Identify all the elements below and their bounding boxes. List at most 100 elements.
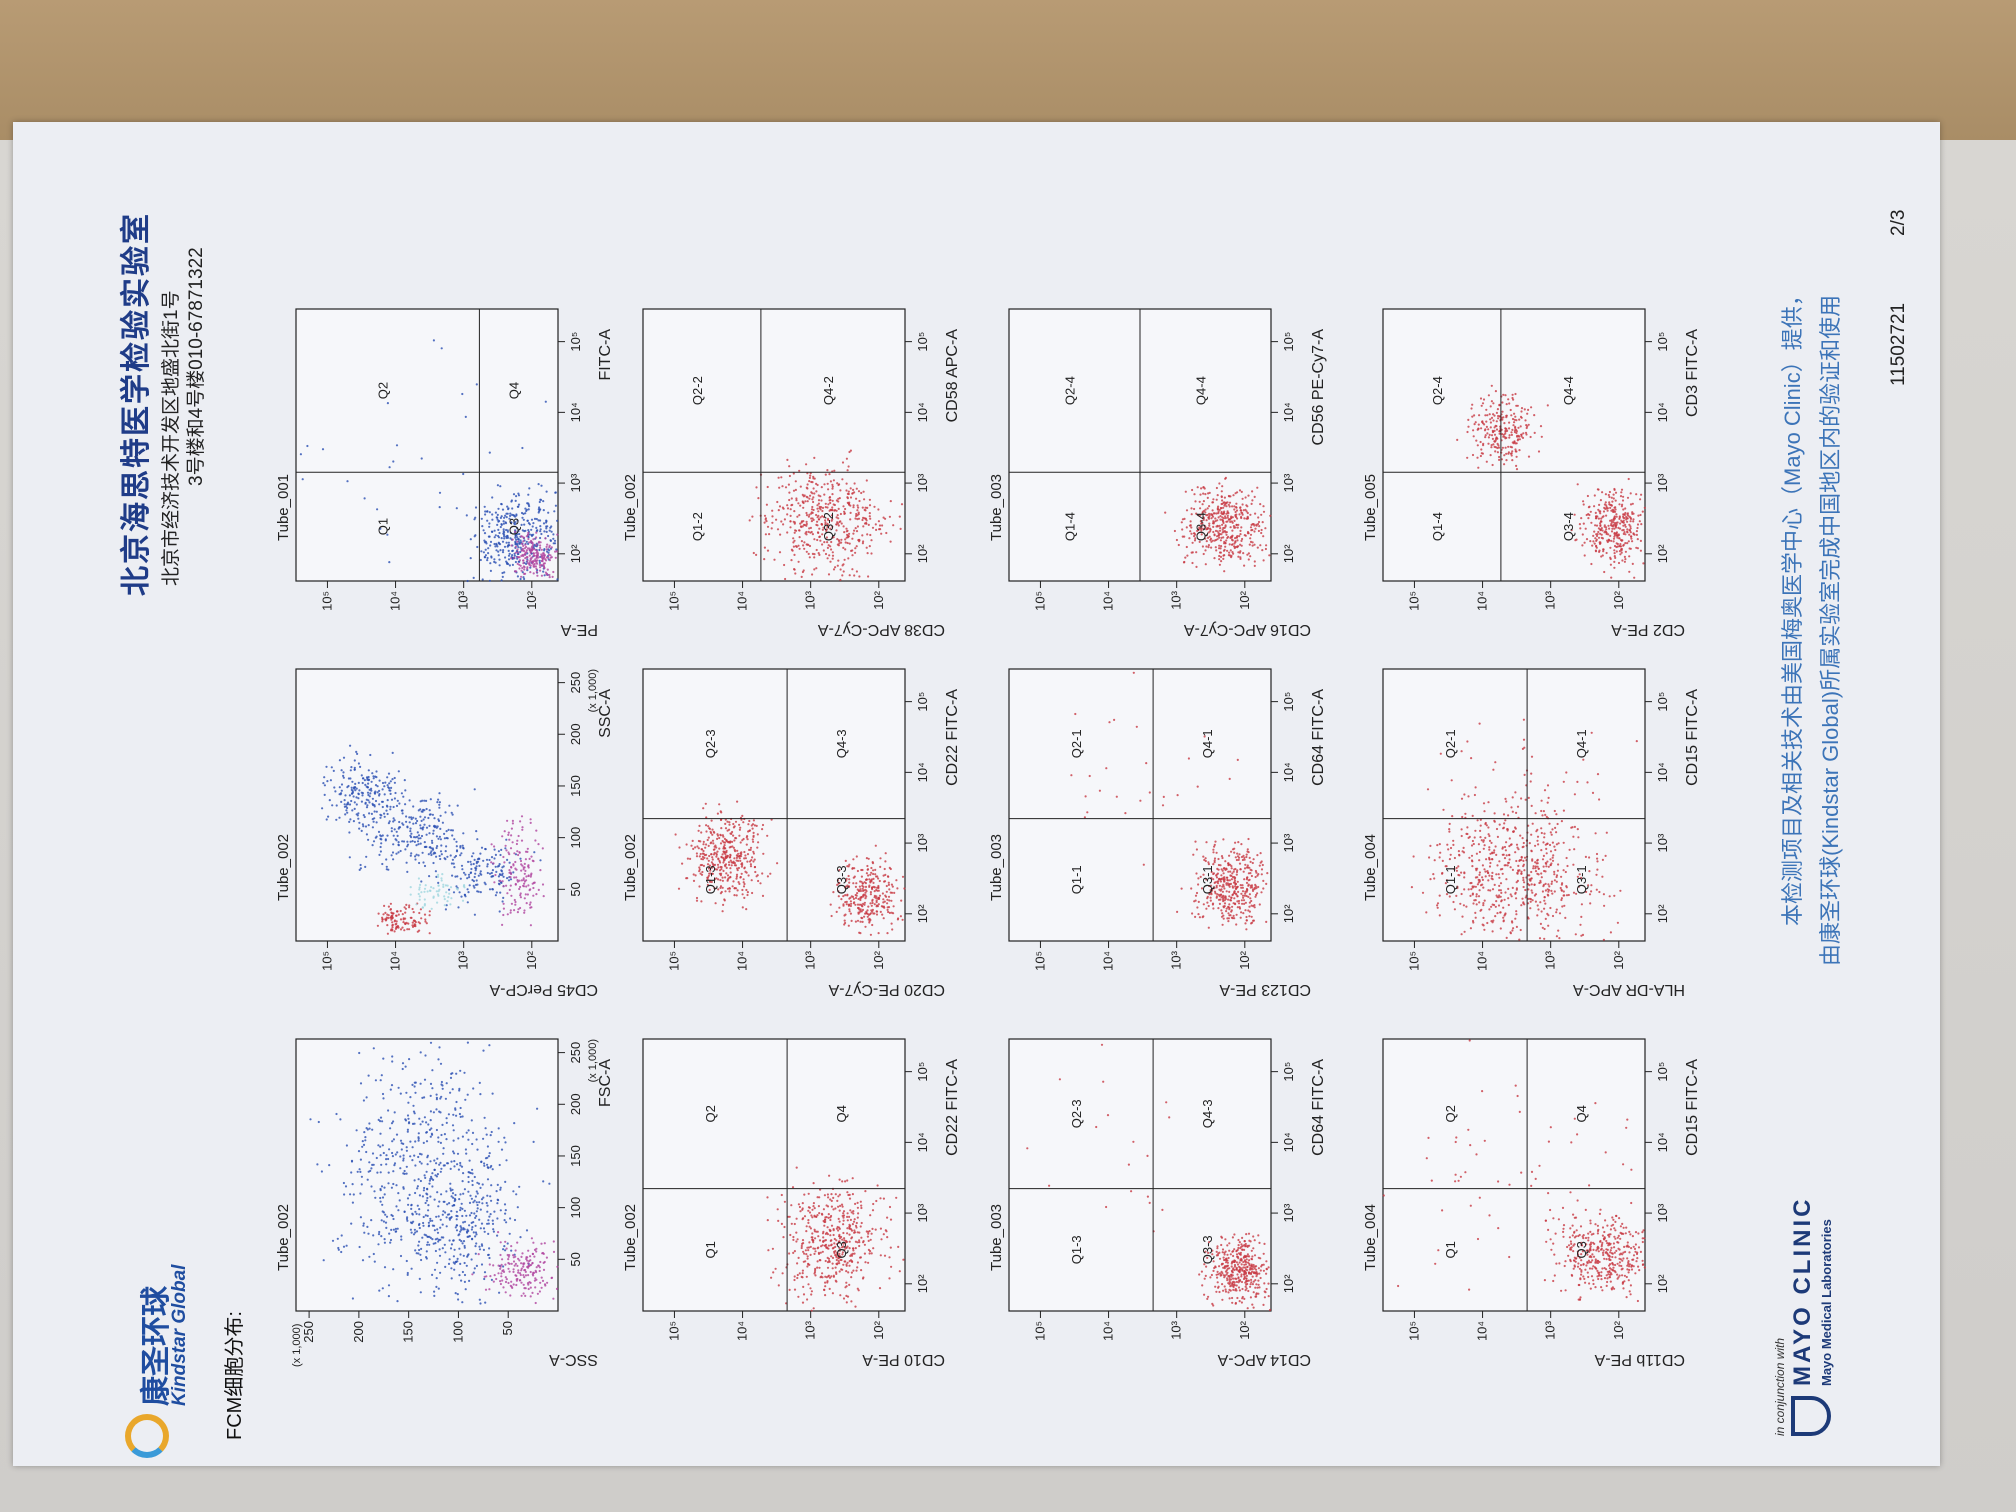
event-dot <box>846 1219 849 1222</box>
event-dot <box>435 1096 438 1099</box>
event-dot <box>835 910 838 913</box>
event-dot <box>792 1235 795 1239</box>
event-dot <box>463 886 466 889</box>
event-dot <box>869 890 872 894</box>
event-dot <box>351 809 354 812</box>
event-dot <box>723 847 726 850</box>
event-dot <box>842 1219 845 1222</box>
event-dot <box>1259 1276 1262 1280</box>
event-dot <box>721 910 724 913</box>
event-dot <box>504 1276 507 1279</box>
event-dot <box>1218 1265 1221 1268</box>
event-dot <box>330 766 333 769</box>
event-dot <box>393 1111 396 1114</box>
event-dot <box>813 456 816 459</box>
event-dot <box>847 535 850 538</box>
event-dot <box>485 858 489 861</box>
event-dot <box>732 880 735 883</box>
event-dot <box>389 780 392 783</box>
event-dot <box>418 1248 421 1252</box>
event-dot <box>805 463 808 466</box>
quadrant-label: Q2 <box>703 1105 718 1122</box>
event-dot <box>757 841 760 844</box>
event-dot <box>539 544 542 547</box>
event-dot <box>376 924 380 927</box>
event-dot <box>514 521 517 524</box>
event-dot <box>1236 1296 1239 1300</box>
event-dot <box>379 850 383 853</box>
event-dot <box>493 1273 496 1277</box>
event-dot <box>408 928 411 931</box>
y-tick-label: 10⁵ <box>1032 1321 1047 1341</box>
event-dot <box>407 1117 410 1120</box>
event-dot <box>426 1241 429 1244</box>
event-dot <box>514 853 518 856</box>
event-dot <box>514 551 517 554</box>
event-dot <box>387 1182 390 1185</box>
event-dot <box>860 903 863 906</box>
event-dot <box>711 833 714 836</box>
event-dot <box>527 1273 530 1277</box>
event-dot <box>402 1154 405 1157</box>
event-dot <box>803 541 806 544</box>
event-dot <box>449 1187 452 1190</box>
event-dot <box>901 875 905 878</box>
event-dot <box>501 571 504 575</box>
event-dot <box>733 893 736 897</box>
event-dot <box>463 1273 467 1277</box>
event-dot <box>477 890 480 893</box>
event-dot <box>554 504 557 507</box>
event-dot <box>808 1241 811 1244</box>
event-dot <box>858 1241 861 1244</box>
event-dot <box>886 1236 889 1239</box>
event-dot <box>390 1186 394 1189</box>
event-dot <box>427 1221 430 1224</box>
event-dot <box>1209 899 1212 902</box>
event-dot <box>755 824 758 827</box>
event-dot <box>843 914 846 917</box>
event-dot <box>1243 856 1246 859</box>
event-dot <box>510 866 513 869</box>
event-dot <box>488 858 491 862</box>
event-dot <box>424 918 427 921</box>
event-dot <box>413 1112 416 1115</box>
event-dot <box>381 862 384 866</box>
y-unit: (x 1,000) <box>291 1324 303 1367</box>
event-dot <box>452 891 456 894</box>
event-dot <box>857 1212 860 1215</box>
event-dot <box>1241 894 1245 897</box>
event-dot <box>796 1262 799 1265</box>
event-dot <box>477 1252 480 1256</box>
event-dot <box>1220 1235 1223 1238</box>
event-dot <box>1247 1232 1251 1235</box>
event-dot <box>883 900 886 903</box>
event-dot <box>735 877 738 880</box>
event-dot <box>1202 855 1205 858</box>
event-dot <box>767 1249 770 1252</box>
event-dot <box>406 1114 410 1117</box>
event-dot <box>427 1204 430 1207</box>
event-dot <box>846 529 849 532</box>
event-dot <box>715 868 719 871</box>
event-dot <box>826 517 830 520</box>
event-dot <box>467 1190 470 1193</box>
event-dot <box>806 1265 809 1268</box>
event-dot <box>844 885 848 888</box>
event-dot <box>862 540 865 543</box>
event-dot <box>807 515 810 518</box>
event-dot <box>1231 1283 1234 1286</box>
event-dot <box>861 882 864 885</box>
event-dot <box>451 1124 455 1127</box>
event-dot <box>763 514 767 517</box>
event-dot <box>821 515 824 518</box>
event-dot <box>886 902 889 905</box>
event-dot <box>888 899 891 902</box>
event-dot <box>503 861 506 864</box>
event-dot <box>372 840 376 843</box>
event-dot <box>776 500 779 504</box>
event-dot <box>406 1216 409 1219</box>
event-dot <box>484 554 487 557</box>
event-dot <box>422 1189 425 1192</box>
event-dot <box>459 1115 462 1118</box>
event-dot <box>869 533 872 537</box>
